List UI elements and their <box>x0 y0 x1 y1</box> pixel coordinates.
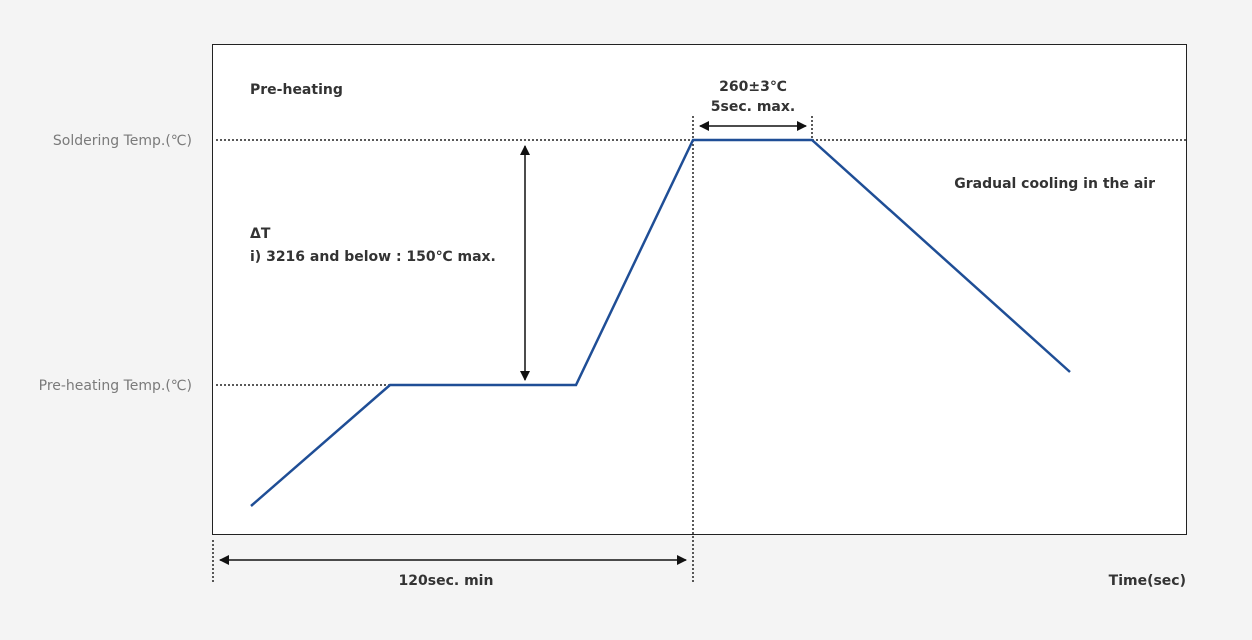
preheating-temp-label: Pre-heating Temp.(℃) <box>39 378 192 394</box>
plot-area <box>212 44 1187 535</box>
duration-label: 120sec. min <box>399 573 494 589</box>
temperature-profile-line <box>250 138 1071 507</box>
preheating-zone-label: Pre-heating <box>250 82 343 98</box>
cooling-label: Gradual cooling in the air <box>954 176 1155 192</box>
x-axis-label: Time(sec) <box>1109 573 1186 589</box>
soldering-temp-label: Soldering Temp.(℃) <box>53 133 192 149</box>
delta-t-title: ΔT <box>250 226 271 242</box>
peak-time-label: 5sec. max. <box>711 99 795 115</box>
delta-t-note: i) 3216 and below : 150℃ max. <box>250 249 496 265</box>
peak-temperature-label: 260±3℃ <box>719 79 787 95</box>
